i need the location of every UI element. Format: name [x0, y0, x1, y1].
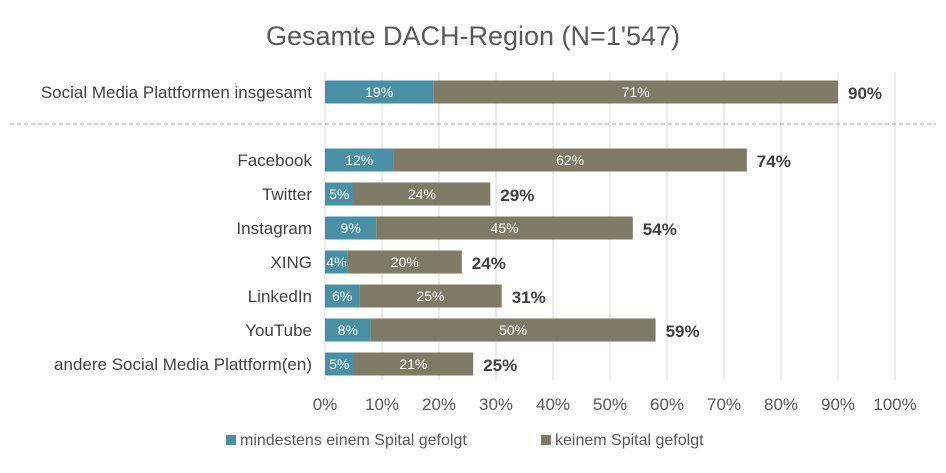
bar-row: Twitter 5% 24% 29% — [262, 182, 534, 206]
data-label: 9% — [341, 220, 361, 236]
legend: mindestens einem Spital gefolgt keinem Sp… — [226, 432, 704, 449]
data-label: 19% — [365, 84, 393, 100]
data-label: 8% — [338, 322, 358, 338]
x-tick-label: 80% — [764, 395, 798, 414]
bar-row: Instagram 9% 45% 54% — [236, 216, 677, 240]
bar-row: andere Social Media Plattform(en) 5% 21% 25… — [54, 352, 517, 376]
data-label: 71% — [622, 84, 650, 100]
data-label: 45% — [491, 220, 519, 236]
category-label: Facebook — [237, 151, 312, 170]
total-label: 29% — [500, 186, 534, 205]
category-label: andere Social Media Plattform(en) — [54, 355, 312, 374]
legend-swatch — [226, 435, 236, 445]
data-label: 21% — [399, 356, 427, 372]
total-label: 90% — [848, 84, 882, 103]
bar-segment-followed — [325, 318, 371, 342]
category-label: Twitter — [262, 185, 312, 204]
legend-label: keinem Spital gefolgt — [555, 432, 704, 449]
bar-row: YouTube 8% 50% 59% — [245, 318, 700, 342]
chart-title: Gesamte DACH-Region (N=1'547) — [266, 21, 680, 51]
bar-segment-not-followed — [433, 80, 838, 104]
x-tick-label: 100% — [873, 395, 916, 414]
x-tick-label: 30% — [479, 395, 513, 414]
x-tick-label: 10% — [365, 395, 399, 414]
x-tick-label: 40% — [536, 395, 570, 414]
data-label: 24% — [408, 186, 436, 202]
bar-segment-not-followed — [393, 148, 747, 172]
bar-segment-followed — [325, 352, 354, 376]
category-label: LinkedIn — [248, 287, 312, 306]
data-label: 4% — [326, 254, 346, 270]
x-axis-ticks: 0% 10% 20% 30% 40% 50% 60% 70% 80% 90% 100% — [313, 395, 917, 414]
legend-label: mindestens einem Spital gefolgt — [240, 432, 467, 449]
total-label: 74% — [757, 152, 791, 171]
bar-row: LinkedIn 6% 25% 31% — [248, 284, 546, 308]
total-label: 24% — [472, 254, 506, 273]
category-label: YouTube — [245, 321, 312, 340]
total-label: 54% — [643, 220, 677, 239]
data-label: 20% — [391, 254, 419, 270]
total-label: 31% — [512, 288, 546, 307]
category-label: XING — [270, 253, 312, 272]
bar-segment-followed — [325, 216, 377, 240]
bar-segment-not-followed — [353, 352, 474, 376]
x-tick-label: 70% — [707, 395, 741, 414]
bars-group: Social Media Plattformen insgesamt 19% 71%… — [41, 80, 882, 376]
data-label: 6% — [332, 288, 352, 304]
bar-segment-not-followed — [359, 284, 502, 308]
legend-swatch — [541, 435, 551, 445]
bar-segment-not-followed — [347, 250, 462, 274]
bar-segment-followed — [325, 284, 360, 308]
bar-row: Social Media Plattformen insgesamt 19% 71%… — [41, 80, 882, 104]
bar-segment-followed — [325, 182, 354, 206]
data-label: 50% — [499, 322, 527, 338]
data-label: 12% — [345, 152, 373, 168]
x-tick-label: 0% — [313, 395, 338, 414]
bar-segment-not-followed — [353, 182, 491, 206]
total-label: 59% — [666, 322, 700, 341]
x-tick-label: 60% — [650, 395, 684, 414]
category-label: Instagram — [236, 219, 312, 238]
data-label: 5% — [329, 186, 349, 202]
data-label: 62% — [556, 152, 584, 168]
data-label: 5% — [329, 356, 349, 372]
category-label: Social Media Plattformen insgesamt — [41, 83, 312, 102]
bar-segment-followed — [325, 80, 434, 104]
bar-row: Facebook 12% 62% 74% — [237, 148, 791, 172]
x-tick-label: 90% — [821, 395, 855, 414]
data-label: 25% — [416, 288, 444, 304]
x-tick-label: 50% — [593, 395, 627, 414]
bar-segment-followed — [325, 148, 394, 172]
bar-row: XING 4% 20% 24% — [270, 250, 506, 274]
bar-segment-followed — [325, 250, 348, 274]
bar-segment-not-followed — [376, 216, 633, 240]
x-tick-label: 20% — [422, 395, 456, 414]
bar-segment-not-followed — [370, 318, 656, 342]
total-label: 25% — [483, 356, 517, 375]
